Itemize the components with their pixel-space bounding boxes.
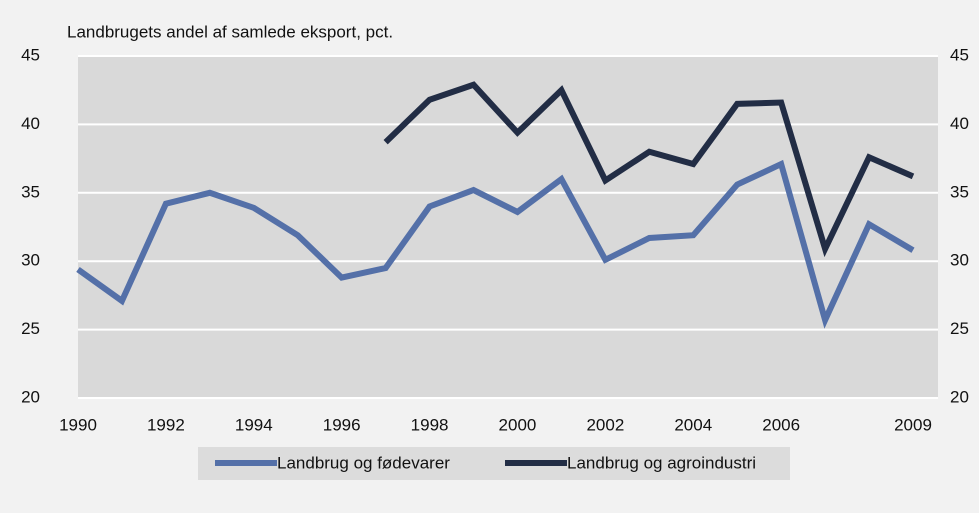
y2-tick-label: 35 bbox=[950, 182, 969, 201]
x-tick-label: 1990 bbox=[59, 415, 97, 434]
x-tick-label: 2004 bbox=[674, 415, 712, 434]
x-tick-label: 2006 bbox=[762, 415, 800, 434]
y-tick-label: 35 bbox=[21, 182, 40, 201]
y2-tick-label: 25 bbox=[950, 319, 969, 338]
x-tick-label: 2009 bbox=[894, 415, 932, 434]
x-tick-label: 2000 bbox=[499, 415, 537, 434]
x-tick-label: 2002 bbox=[586, 415, 624, 434]
series-line bbox=[383, 81, 915, 258]
x-tick-label: 1998 bbox=[411, 415, 449, 434]
y-tick-label: 25 bbox=[21, 319, 40, 338]
y-tick-label: 45 bbox=[21, 45, 40, 64]
chart-title: Landbrugets andel af samlede eksport, pc… bbox=[67, 22, 393, 41]
x-tick-label: 1994 bbox=[235, 415, 273, 434]
legend-box bbox=[198, 447, 790, 480]
legend-label: Landbrug og agroindustri bbox=[567, 453, 756, 472]
y2-tick-label: 45 bbox=[950, 45, 969, 64]
y2-tick-label: 40 bbox=[950, 114, 969, 133]
y-tick-label: 20 bbox=[21, 387, 40, 406]
x-tick-label: 1992 bbox=[147, 415, 185, 434]
y-tick-label: 40 bbox=[21, 114, 40, 133]
y2-tick-label: 30 bbox=[950, 251, 969, 270]
plot-area bbox=[78, 56, 938, 398]
y2-tick-label: 20 bbox=[950, 387, 969, 406]
x-tick-label: 1996 bbox=[323, 415, 361, 434]
legend-label: Landbrug og fødevarer bbox=[277, 453, 450, 472]
series-line bbox=[76, 159, 915, 329]
y-tick-label: 30 bbox=[21, 251, 40, 270]
